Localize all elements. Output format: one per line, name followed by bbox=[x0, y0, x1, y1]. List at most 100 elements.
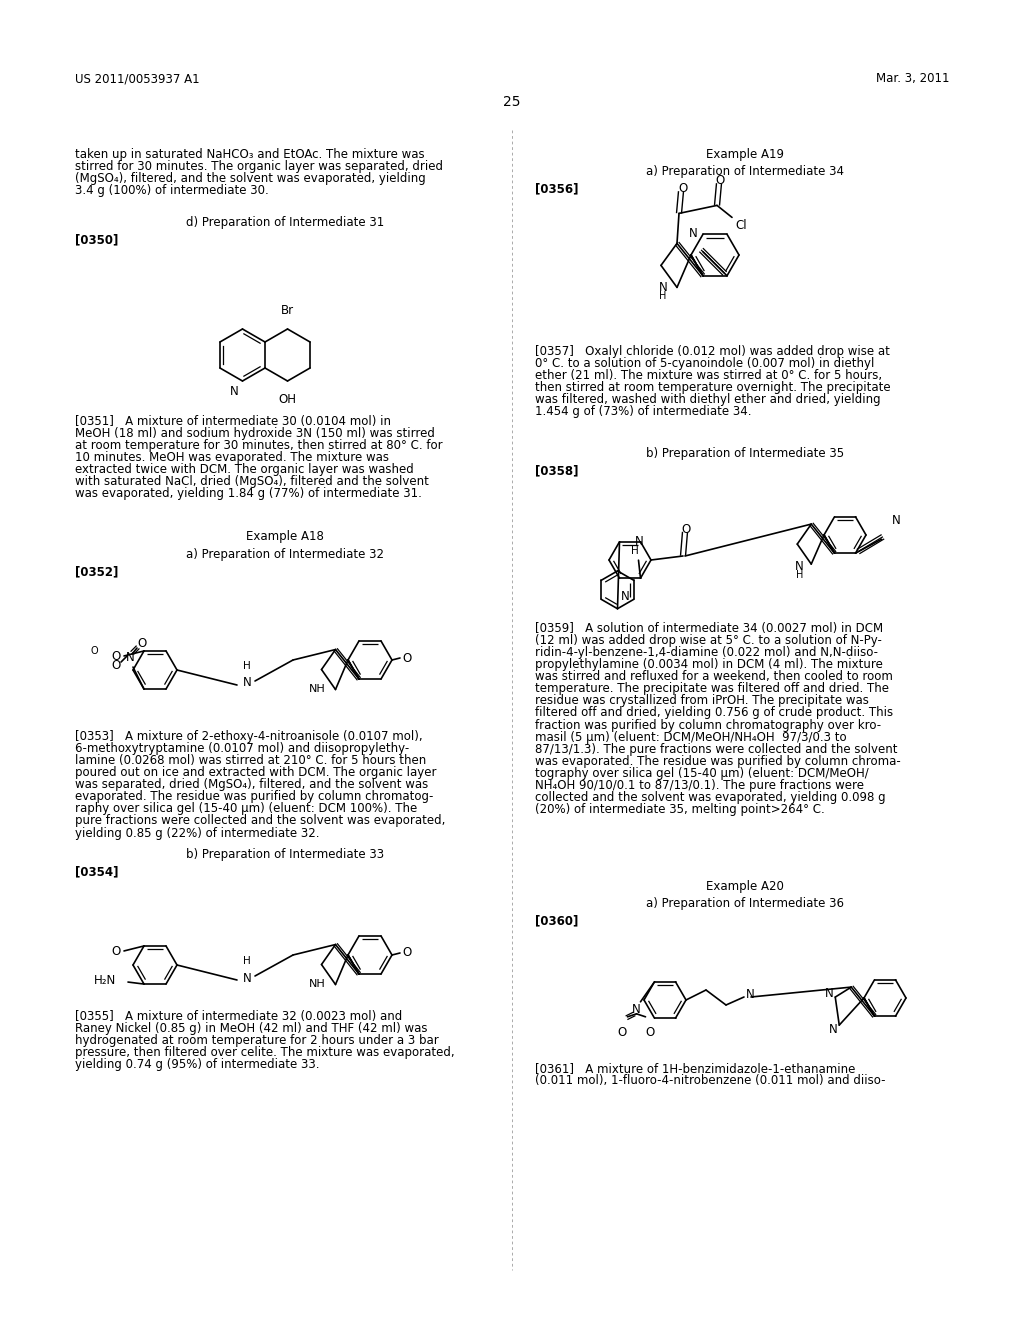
Text: (MgSO₄), filtered, and the solvent was evaporated, yielding: (MgSO₄), filtered, and the solvent was e… bbox=[75, 172, 426, 185]
Text: filtered off and dried, yielding 0.756 g of crude product. This: filtered off and dried, yielding 0.756 g… bbox=[535, 706, 893, 719]
Text: N: N bbox=[632, 1003, 641, 1016]
Text: N: N bbox=[892, 515, 900, 527]
Text: N: N bbox=[635, 535, 644, 548]
Text: residue was crystallized from iPrOH. The precipitate was: residue was crystallized from iPrOH. The… bbox=[535, 694, 869, 708]
Text: O: O bbox=[112, 651, 121, 664]
Text: N: N bbox=[658, 281, 668, 294]
Text: 3.4 g (100%) of intermediate 30.: 3.4 g (100%) of intermediate 30. bbox=[75, 185, 268, 197]
Text: O: O bbox=[90, 645, 98, 656]
Text: H: H bbox=[796, 570, 803, 579]
Text: O: O bbox=[112, 945, 121, 958]
Text: 10 minutes. MeOH was evaporated. The mixture was: 10 minutes. MeOH was evaporated. The mix… bbox=[75, 451, 389, 465]
Text: N: N bbox=[243, 676, 251, 689]
Text: N: N bbox=[746, 989, 755, 1002]
Text: O: O bbox=[716, 174, 725, 187]
Text: ether (21 ml). The mixture was stirred at 0° C. for 5 hours,: ether (21 ml). The mixture was stirred a… bbox=[535, 370, 882, 383]
Text: [0359]   A solution of intermediate 34 (0.0027 mol) in DCM: [0359] A solution of intermediate 34 (0.… bbox=[535, 622, 883, 635]
Text: [0361]   A mixture of 1H-benzimidazole-1-ethanamine: [0361] A mixture of 1H-benzimidazole-1-e… bbox=[535, 1063, 855, 1074]
Text: N: N bbox=[828, 1023, 838, 1036]
Text: N: N bbox=[621, 590, 630, 603]
Text: (0.011 mol), 1-fluoro-4-nitrobenzene (0.011 mol) and diiso-: (0.011 mol), 1-fluoro-4-nitrobenzene (0.… bbox=[535, 1074, 886, 1088]
Text: ridin-4-yl-benzene-1,4-diamine (0.022 mol) and N,N-diiso-: ridin-4-yl-benzene-1,4-diamine (0.022 mo… bbox=[535, 645, 878, 659]
Text: H: H bbox=[659, 292, 667, 301]
Text: N: N bbox=[688, 227, 697, 240]
Text: b) Preparation of Intermediate 33: b) Preparation of Intermediate 33 bbox=[186, 847, 384, 861]
Text: [0355]   A mixture of intermediate 32 (0.0023 mol) and: [0355] A mixture of intermediate 32 (0.0… bbox=[75, 1010, 402, 1023]
Text: hydrogenated at room temperature for 2 hours under a 3 bar: hydrogenated at room temperature for 2 h… bbox=[75, 1034, 438, 1047]
Text: pressure, then filtered over celite. The mixture was evaporated,: pressure, then filtered over celite. The… bbox=[75, 1047, 455, 1059]
Text: 6-methoxytryptamine (0.0107 mol) and diisopropylethy-: 6-methoxytryptamine (0.0107 mol) and dii… bbox=[75, 742, 410, 755]
Text: N: N bbox=[229, 385, 239, 399]
Text: 1.454 g of (73%) of intermediate 34.: 1.454 g of (73%) of intermediate 34. bbox=[535, 405, 752, 418]
Text: Example A20: Example A20 bbox=[707, 880, 784, 894]
Text: d) Preparation of Intermediate 31: d) Preparation of Intermediate 31 bbox=[186, 216, 384, 228]
Text: [0351]   A mixture of intermediate 30 (0.0104 mol) in: [0351] A mixture of intermediate 30 (0.0… bbox=[75, 414, 391, 428]
Text: was stirred and refluxed for a weekend, then cooled to room: was stirred and refluxed for a weekend, … bbox=[535, 671, 893, 684]
Text: [0360]: [0360] bbox=[535, 913, 579, 927]
Text: MeOH (18 ml) and sodium hydroxide 3N (150 ml) was stirred: MeOH (18 ml) and sodium hydroxide 3N (15… bbox=[75, 428, 435, 440]
Text: N: N bbox=[795, 560, 804, 573]
Text: [0352]: [0352] bbox=[75, 565, 119, 578]
Text: O: O bbox=[137, 636, 146, 649]
Text: (12 ml) was added drop wise at 5° C. to a solution of N-Py-: (12 ml) was added drop wise at 5° C. to … bbox=[535, 634, 882, 647]
Text: lamine (0.0268 mol) was stirred at 210° C. for 5 hours then: lamine (0.0268 mol) was stirred at 210° … bbox=[75, 754, 426, 767]
Text: was evaporated. The residue was purified by column chroma-: was evaporated. The residue was purified… bbox=[535, 755, 901, 768]
Text: Cl: Cl bbox=[735, 219, 746, 232]
Text: taken up in saturated NaHCO₃ and EtOAc. The mixture was: taken up in saturated NaHCO₃ and EtOAc. … bbox=[75, 148, 425, 161]
Text: N: N bbox=[243, 972, 251, 985]
Text: O: O bbox=[402, 946, 412, 960]
Text: was evaporated, yielding 1.84 g (77%) of intermediate 31.: was evaporated, yielding 1.84 g (77%) of… bbox=[75, 487, 422, 500]
Text: N: N bbox=[126, 651, 134, 664]
Text: O: O bbox=[646, 1026, 655, 1039]
Text: yielding 0.85 g (22%) of intermediate 32.: yielding 0.85 g (22%) of intermediate 32… bbox=[75, 826, 319, 840]
Text: 0° C. to a solution of 5-cyanoindole (0.007 mol) in diethyl: 0° C. to a solution of 5-cyanoindole (0.… bbox=[535, 358, 874, 370]
Text: was filtered, washed with diethyl ether and dried, yielding: was filtered, washed with diethyl ether … bbox=[535, 393, 881, 407]
Text: 25: 25 bbox=[503, 95, 521, 110]
Text: US 2011/0053937 A1: US 2011/0053937 A1 bbox=[75, 73, 200, 84]
Text: collected and the solvent was evaporated, yielding 0.098 g: collected and the solvent was evaporated… bbox=[535, 791, 886, 804]
Text: [0350]: [0350] bbox=[75, 234, 119, 246]
Text: tography over silica gel (15-40 μm) (eluent: DCM/MeOH/: tography over silica gel (15-40 μm) (elu… bbox=[535, 767, 868, 780]
Text: extracted twice with DCM. The organic layer was washed: extracted twice with DCM. The organic la… bbox=[75, 463, 414, 477]
Text: pure fractions were collected and the solvent was evaporated,: pure fractions were collected and the so… bbox=[75, 814, 445, 828]
Text: Br: Br bbox=[281, 304, 294, 317]
Text: O: O bbox=[681, 523, 690, 536]
Text: OH: OH bbox=[279, 393, 297, 407]
Text: a) Preparation of Intermediate 34: a) Preparation of Intermediate 34 bbox=[646, 165, 844, 178]
Text: temperature. The precipitate was filtered off and dried. The: temperature. The precipitate was filtere… bbox=[535, 682, 889, 696]
Text: Raney Nickel (0.85 g) in MeOH (42 ml) and THF (42 ml) was: Raney Nickel (0.85 g) in MeOH (42 ml) an… bbox=[75, 1022, 427, 1035]
Text: [0353]   A mixture of 2-ethoxy-4-nitroanisole (0.0107 mol),: [0353] A mixture of 2-ethoxy-4-nitroanis… bbox=[75, 730, 423, 743]
Text: propylethylamine (0.0034 mol) in DCM (4 ml). The mixture: propylethylamine (0.0034 mol) in DCM (4 … bbox=[535, 659, 883, 671]
Text: Example A19: Example A19 bbox=[706, 148, 784, 161]
Text: [0357]   Oxalyl chloride (0.012 mol) was added drop wise at: [0357] Oxalyl chloride (0.012 mol) was a… bbox=[535, 345, 890, 358]
Text: fraction was purified by column chromatography over kro-: fraction was purified by column chromato… bbox=[535, 718, 881, 731]
Text: 87/13/1.3). The pure fractions were collected and the solvent: 87/13/1.3). The pure fractions were coll… bbox=[535, 743, 897, 755]
Text: O: O bbox=[617, 1026, 627, 1039]
Text: raphy over silica gel (15-40 μm) (eluent: DCM 100%). The: raphy over silica gel (15-40 μm) (eluent… bbox=[75, 803, 417, 816]
Text: evaporated. The residue was purified by column chromatog-: evaporated. The residue was purified by … bbox=[75, 791, 433, 804]
Text: [0354]: [0354] bbox=[75, 865, 119, 878]
Text: was separated, dried (MgSO₄), filtered, and the solvent was: was separated, dried (MgSO₄), filtered, … bbox=[75, 779, 428, 791]
Text: (20%) of intermediate 35, melting point>264° C.: (20%) of intermediate 35, melting point>… bbox=[535, 803, 824, 816]
Text: NH: NH bbox=[309, 978, 326, 989]
Text: then stirred at room temperature overnight. The precipitate: then stirred at room temperature overnig… bbox=[535, 381, 891, 395]
Text: NH₄OH 90/10/0.1 to 87/13/0.1). The pure fractions were: NH₄OH 90/10/0.1 to 87/13/0.1). The pure … bbox=[535, 779, 864, 792]
Text: masil (5 μm) (eluent: DCM/MeOH/NH₄OH  97/3/0.3 to: masil (5 μm) (eluent: DCM/MeOH/NH₄OH 97/… bbox=[535, 731, 847, 743]
Text: yielding 0.74 g (95%) of intermediate 33.: yielding 0.74 g (95%) of intermediate 33… bbox=[75, 1059, 319, 1072]
Text: a) Preparation of Intermediate 32: a) Preparation of Intermediate 32 bbox=[186, 548, 384, 561]
Text: poured out on ice and extracted with DCM. The organic layer: poured out on ice and extracted with DCM… bbox=[75, 766, 436, 779]
Text: H₂N: H₂N bbox=[94, 974, 116, 986]
Text: H: H bbox=[243, 956, 251, 966]
Text: with saturated NaCl, dried (MgSO₄), filtered and the solvent: with saturated NaCl, dried (MgSO₄), filt… bbox=[75, 475, 429, 488]
Text: N: N bbox=[824, 986, 834, 999]
Text: H: H bbox=[631, 546, 638, 556]
Text: stirred for 30 minutes. The organic layer was separated, dried: stirred for 30 minutes. The organic laye… bbox=[75, 160, 443, 173]
Text: NH: NH bbox=[309, 684, 326, 693]
Text: O: O bbox=[678, 182, 688, 195]
Text: O: O bbox=[112, 659, 121, 672]
Text: [0358]: [0358] bbox=[535, 465, 579, 477]
Text: O: O bbox=[402, 652, 412, 664]
Text: at room temperature for 30 minutes, then stirred at 80° C. for: at room temperature for 30 minutes, then… bbox=[75, 440, 442, 453]
Text: [0356]: [0356] bbox=[535, 182, 579, 195]
Text: a) Preparation of Intermediate 36: a) Preparation of Intermediate 36 bbox=[646, 898, 844, 909]
